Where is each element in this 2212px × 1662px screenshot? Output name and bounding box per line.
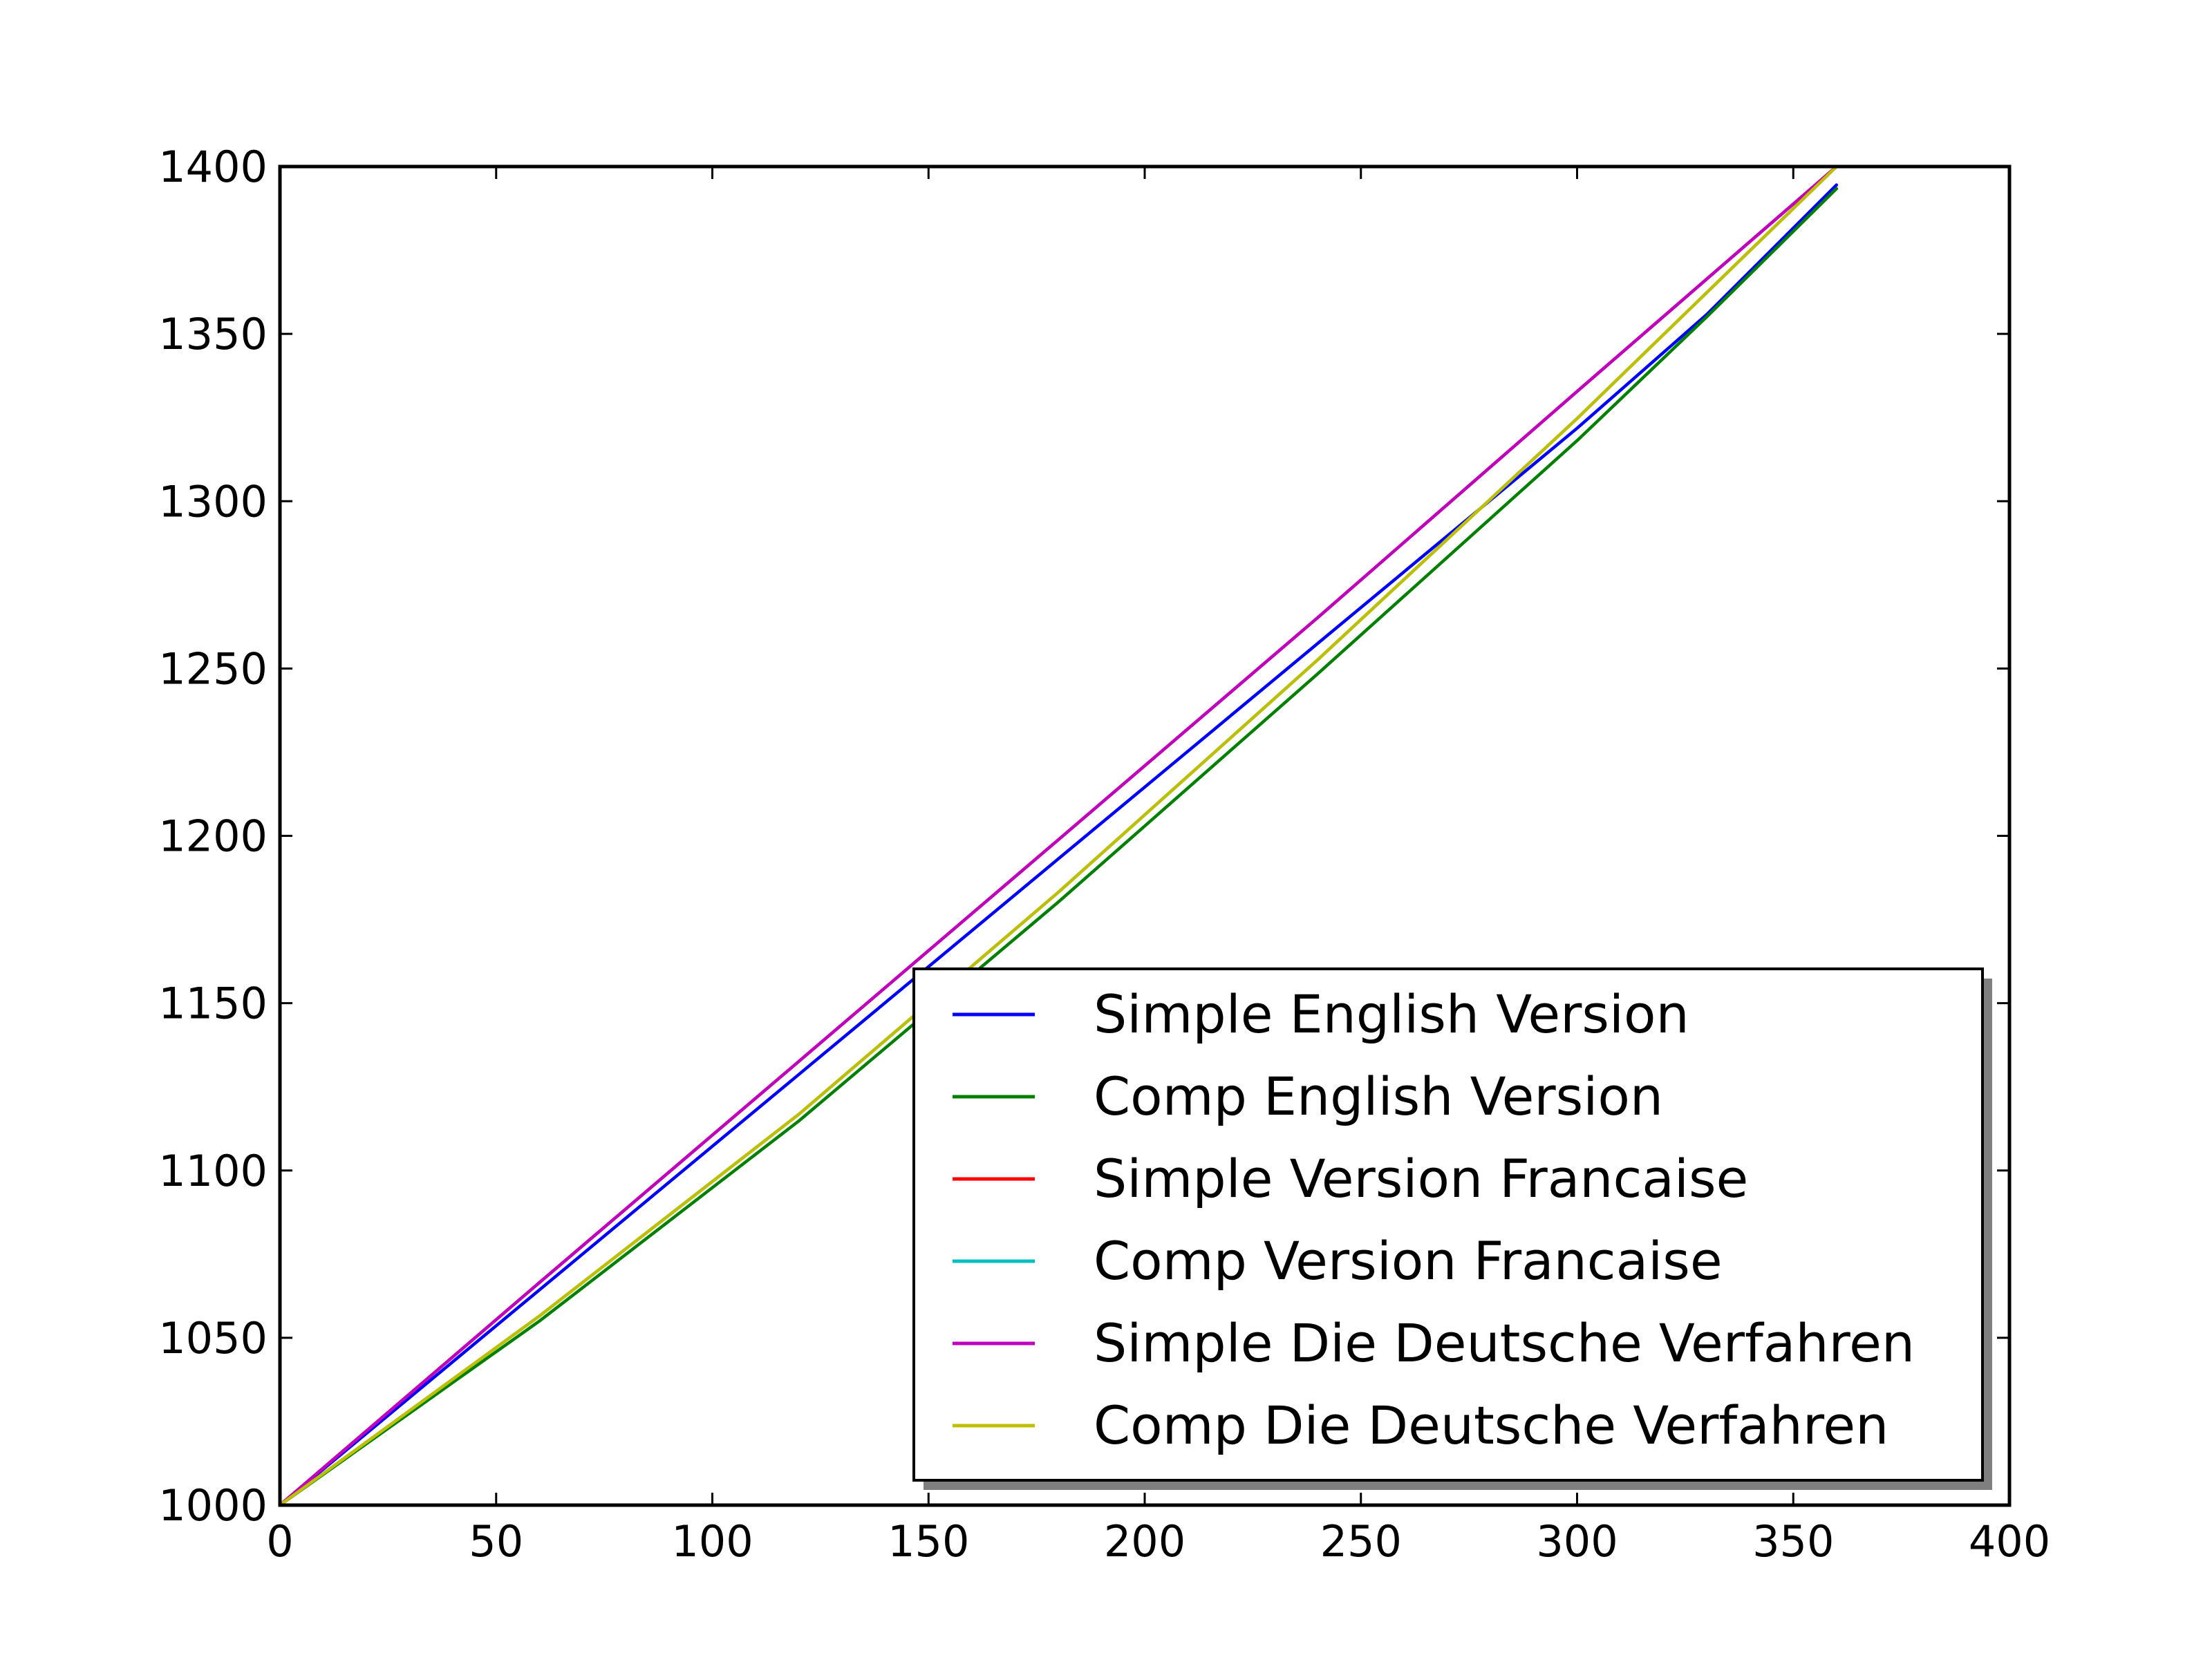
series-line-2 <box>278 187 1839 1507</box>
legend-box <box>912 967 1984 1482</box>
y-tick-label: 1100 <box>158 1146 268 1196</box>
x-tick-label: 250 <box>1320 1516 1402 1567</box>
legend-label-5: Simple Die Deutsche Verfahren <box>1094 1312 1915 1374</box>
plot-frame <box>278 164 2012 1507</box>
legend-label-6: Comp Die Deutsche Verfahren <box>1094 1395 1888 1456</box>
x-tick-label: 100 <box>671 1516 753 1567</box>
tick-labels: 0 50 100 150 200 250 300 350 400 1000 1050 1100 1150… <box>158 142 2050 1567</box>
series-line-5 <box>278 164 1839 1507</box>
legend: Simple English Version Comp English Versi… <box>912 967 1992 1490</box>
y-tick-label: 1250 <box>158 643 268 694</box>
series-line-6 <box>278 164 1839 1507</box>
y-tick-label: 1400 <box>158 142 268 192</box>
x-tick-label: 0 <box>266 1516 293 1567</box>
legend-label-1: Simple English Version <box>1094 983 1689 1045</box>
y-tick-label: 1150 <box>158 979 268 1029</box>
y-tick-label: 1200 <box>158 811 268 862</box>
x-tick-label: 400 <box>1969 1516 2050 1567</box>
y-tick-label: 1050 <box>158 1313 268 1363</box>
x-tick-label: 300 <box>1536 1516 1618 1567</box>
x-tick-label: 150 <box>888 1516 969 1567</box>
x-tick-label: 50 <box>469 1516 523 1567</box>
y-tick-label: 1350 <box>158 309 268 359</box>
legend-label-4: Comp Version Francaise <box>1094 1230 1723 1292</box>
x-tick-label: 350 <box>1752 1516 1834 1567</box>
x-tick-label: 200 <box>1104 1516 1185 1567</box>
series-lines <box>278 164 1839 1507</box>
y-tick-label: 1300 <box>158 476 268 527</box>
legend-label-2: Comp English Version <box>1094 1066 1663 1127</box>
y-tick-label: 1000 <box>158 1480 268 1531</box>
legend-label-3: Simple Version Francaise <box>1094 1148 1748 1209</box>
series-line-1 <box>278 183 1839 1507</box>
